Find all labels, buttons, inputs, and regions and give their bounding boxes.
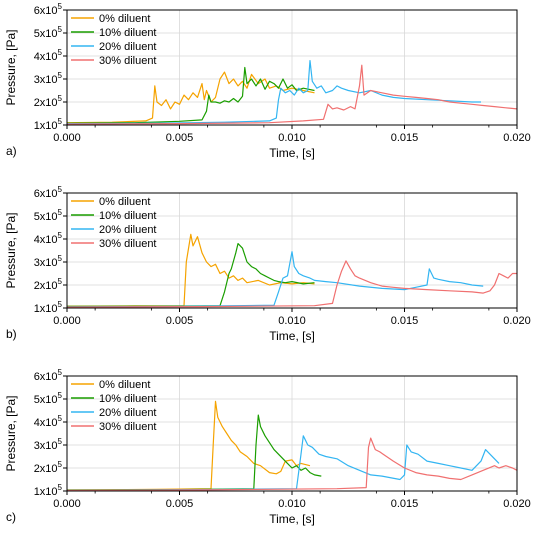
x-axis-title: Time, [s]: [269, 512, 315, 526]
x-tick-label: 0.005: [166, 315, 194, 327]
x-tick-label: 0.010: [278, 132, 306, 144]
y-tick-label: 5x105: [34, 208, 63, 223]
panel-label: b): [6, 327, 17, 341]
y-tick-label: 4x105: [34, 48, 63, 63]
x-tick-label: 0.015: [391, 498, 419, 510]
y-tick-label: 1x105: [34, 300, 63, 315]
panel-2: 0.000 0.005 0.010 0.015 0.020 1x105 2x105 3x105…: [4, 185, 531, 343]
series-line-3: [66, 251, 484, 308]
x-axis-title: Time, [s]: [269, 146, 315, 160]
y-tick-label: 3x105: [34, 71, 63, 86]
series-line-2: [66, 66, 315, 124]
x-tick-label: 0.020: [503, 132, 531, 144]
panel-label: a): [6, 144, 17, 158]
y-tick-label: 6x105: [34, 2, 63, 17]
series-line-4: [66, 437, 518, 492]
y-tick-label: 3x105: [34, 254, 63, 269]
y-tick-label: 6x105: [34, 368, 63, 383]
legend-label: 0% diluent: [99, 196, 150, 208]
x-tick-label: 0.020: [503, 498, 531, 510]
y-tick-label: 5x105: [34, 391, 63, 406]
x-tick-label: 0.000: [53, 132, 81, 144]
x-tick-label: 0.015: [391, 315, 419, 327]
series-line-4: [66, 260, 517, 308]
series-line-1: [66, 71, 315, 124]
series-line-4: [66, 64, 518, 125]
legend-label: 30% diluent: [99, 238, 157, 250]
legend-label: 10% diluent: [99, 27, 157, 39]
y-tick-label: 4x105: [34, 231, 63, 246]
legend-label: 0% diluent: [99, 13, 150, 25]
y-tick-label: 2x105: [34, 94, 63, 109]
x-axis-title: Time, [s]: [269, 329, 315, 343]
panel-1: 0.000 0.005 0.010 0.015 0.020 1x105 2x105 3x105…: [4, 2, 531, 160]
x-tick-label: 0.005: [166, 132, 194, 144]
legend-label: 0% diluent: [99, 379, 150, 391]
y-tick-label: 4x105: [34, 414, 63, 429]
y-axis-title: Pressure, [Pa]: [4, 29, 18, 105]
series-line-3: [66, 60, 481, 125]
panel-label: c): [6, 510, 16, 524]
x-tick-label: 0.000: [53, 498, 81, 510]
panel-3: 0.000 0.005 0.010 0.015 0.020 1x105 2x105 3x105…: [4, 368, 531, 526]
y-tick-label: 2x105: [34, 460, 63, 475]
x-tick-label: 0.000: [53, 315, 81, 327]
legend-label: 30% diluent: [99, 55, 157, 67]
series-line-1: [66, 400, 311, 491]
x-tick-label: 0.020: [503, 315, 531, 327]
series-line-2: [66, 243, 315, 307]
series-line-1: [66, 233, 315, 307]
series-line-2: [66, 414, 322, 491]
legend-label: 10% diluent: [99, 393, 157, 405]
legend-label: 30% diluent: [99, 421, 157, 433]
y-tick-label: 2x105: [34, 277, 63, 292]
legend-label: 10% diluent: [99, 210, 157, 222]
x-tick-label: 0.015: [391, 132, 419, 144]
y-axis-title: Pressure, [Pa]: [4, 212, 18, 288]
legend-label: 20% diluent: [99, 41, 157, 53]
y-axis-title: Pressure, [Pa]: [4, 395, 18, 471]
y-tick-label: 1x105: [34, 483, 63, 498]
y-tick-label: 5x105: [34, 25, 63, 40]
x-tick-label: 0.010: [278, 498, 306, 510]
legend-label: 20% diluent: [99, 407, 157, 419]
y-tick-label: 6x105: [34, 185, 63, 200]
x-tick-label: 0.005: [166, 498, 194, 510]
x-tick-label: 0.010: [278, 315, 306, 327]
series-line-3: [66, 435, 500, 491]
y-tick-label: 3x105: [34, 437, 63, 452]
legend-label: 20% diluent: [99, 224, 157, 236]
y-tick-label: 1x105: [34, 117, 63, 132]
